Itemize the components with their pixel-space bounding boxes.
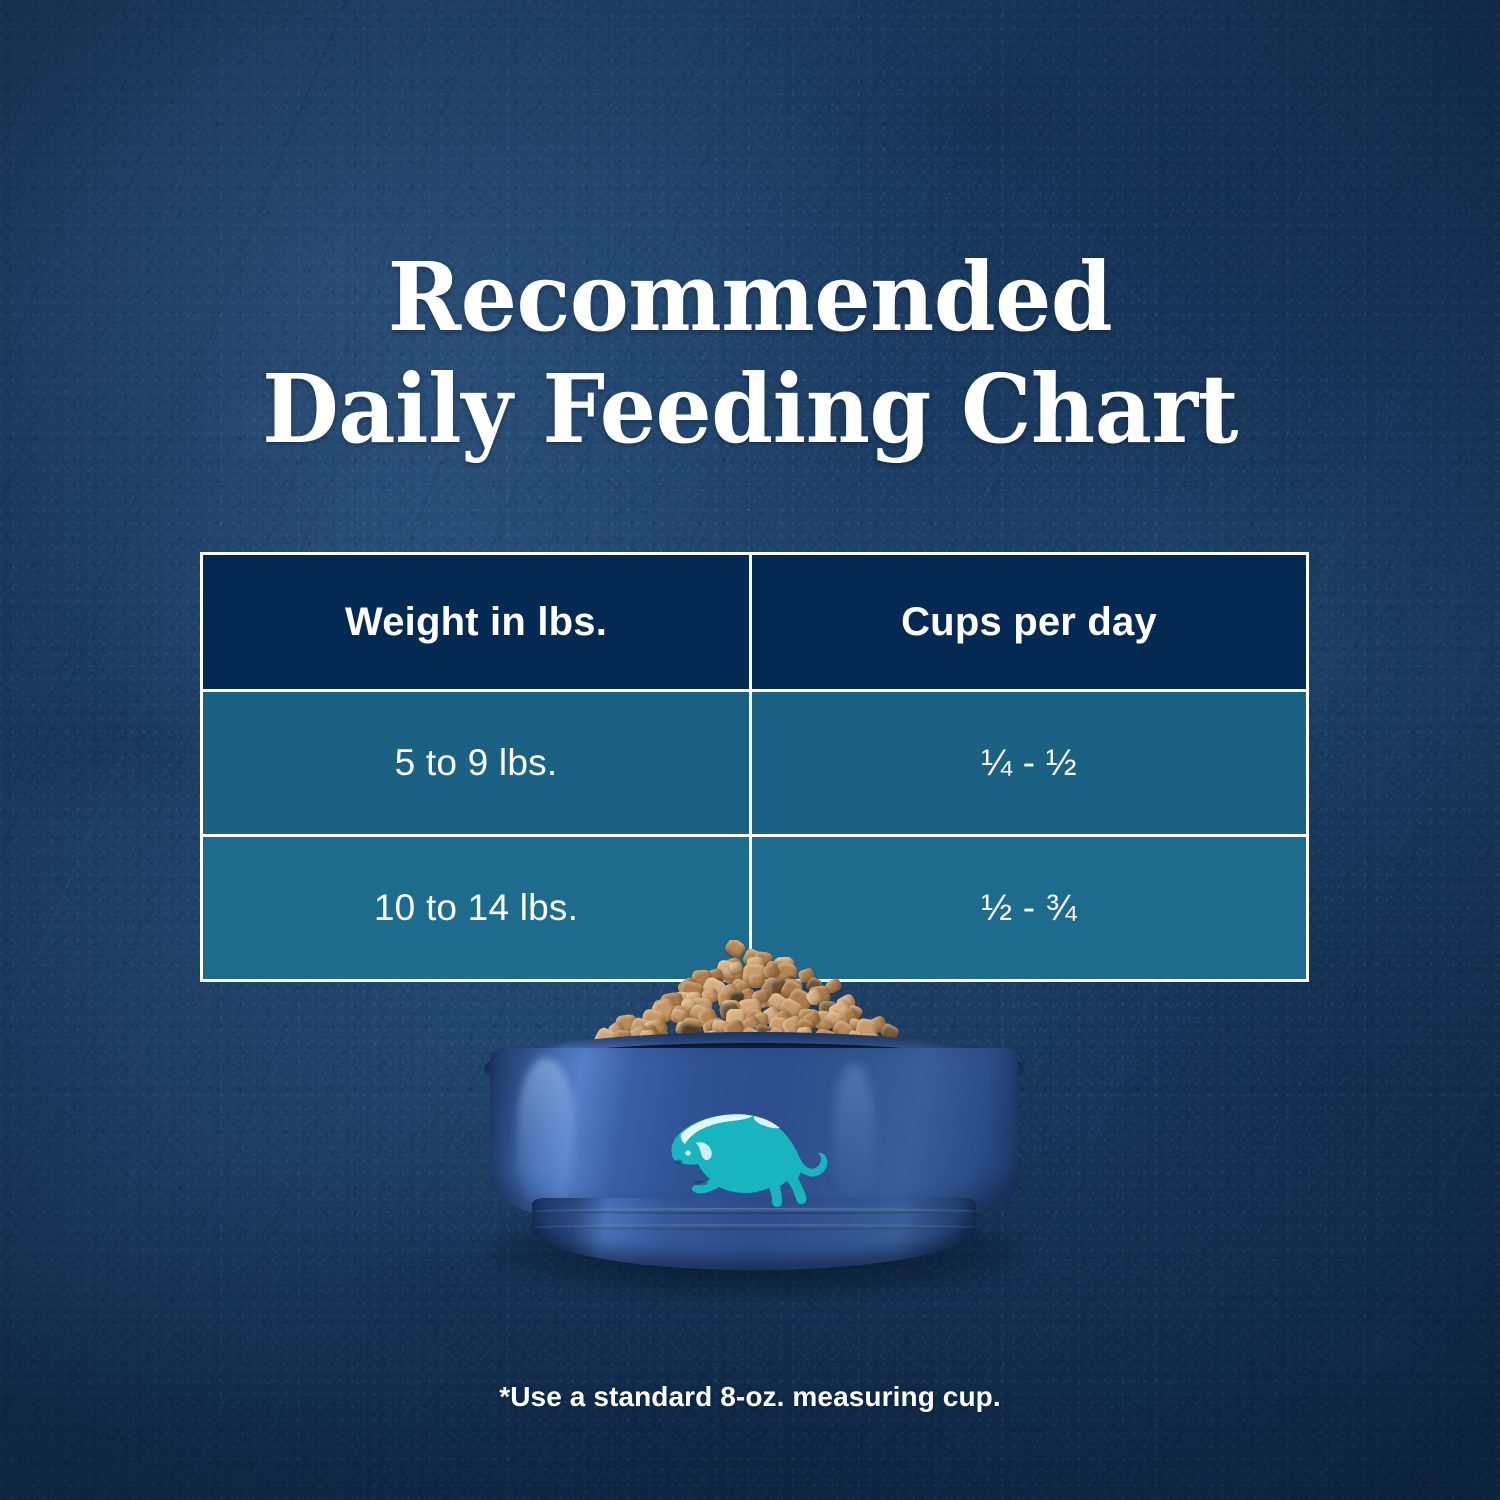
dog-food-bowl-image [432, 940, 1072, 1340]
page-title: Recommended Daily Feeding Chart [0, 242, 1500, 466]
table-row: 10 to 14 lbs. ½ - ¾ [200, 834, 1309, 982]
column-header-weight: Weight in lbs. [200, 552, 752, 692]
footnote-text: *Use a standard 8-oz. measuring cup. [499, 1381, 1001, 1412]
table-header-row: Weight in lbs. Cups per day [200, 552, 1309, 692]
bowl-foot-ridge [532, 1224, 976, 1230]
bowl-highlight-right [834, 1064, 874, 1206]
feeding-chart-table: Weight in lbs. Cups per day 5 to 9 lbs. … [200, 552, 1309, 982]
page-title-line-2: Daily Feeding Chart [262, 353, 1238, 465]
cell-weight-range: 10 to 14 lbs. [200, 834, 752, 982]
column-header-cups: Cups per day [749, 552, 1309, 692]
cell-cups-per-day: ¼ - ½ [749, 689, 1309, 837]
table-header: Weight in lbs. Cups per day [200, 552, 1309, 692]
bison-icon [671, 1113, 828, 1207]
bowl-foot-ridge [532, 1208, 976, 1214]
table-row: 5 to 9 lbs. ¼ - ½ [200, 689, 1309, 837]
cell-weight-range: 5 to 9 lbs. [200, 689, 752, 837]
bowl-foot [532, 1198, 976, 1270]
page-title-line-1: Recommended [387, 241, 1113, 353]
cell-cups-per-day: ½ - ¾ [749, 834, 1309, 982]
bowl-highlight-left [518, 1058, 574, 1218]
table-body: 5 to 9 lbs. ¼ - ½ 10 to 14 lbs. ½ - ¾ [200, 689, 1309, 982]
